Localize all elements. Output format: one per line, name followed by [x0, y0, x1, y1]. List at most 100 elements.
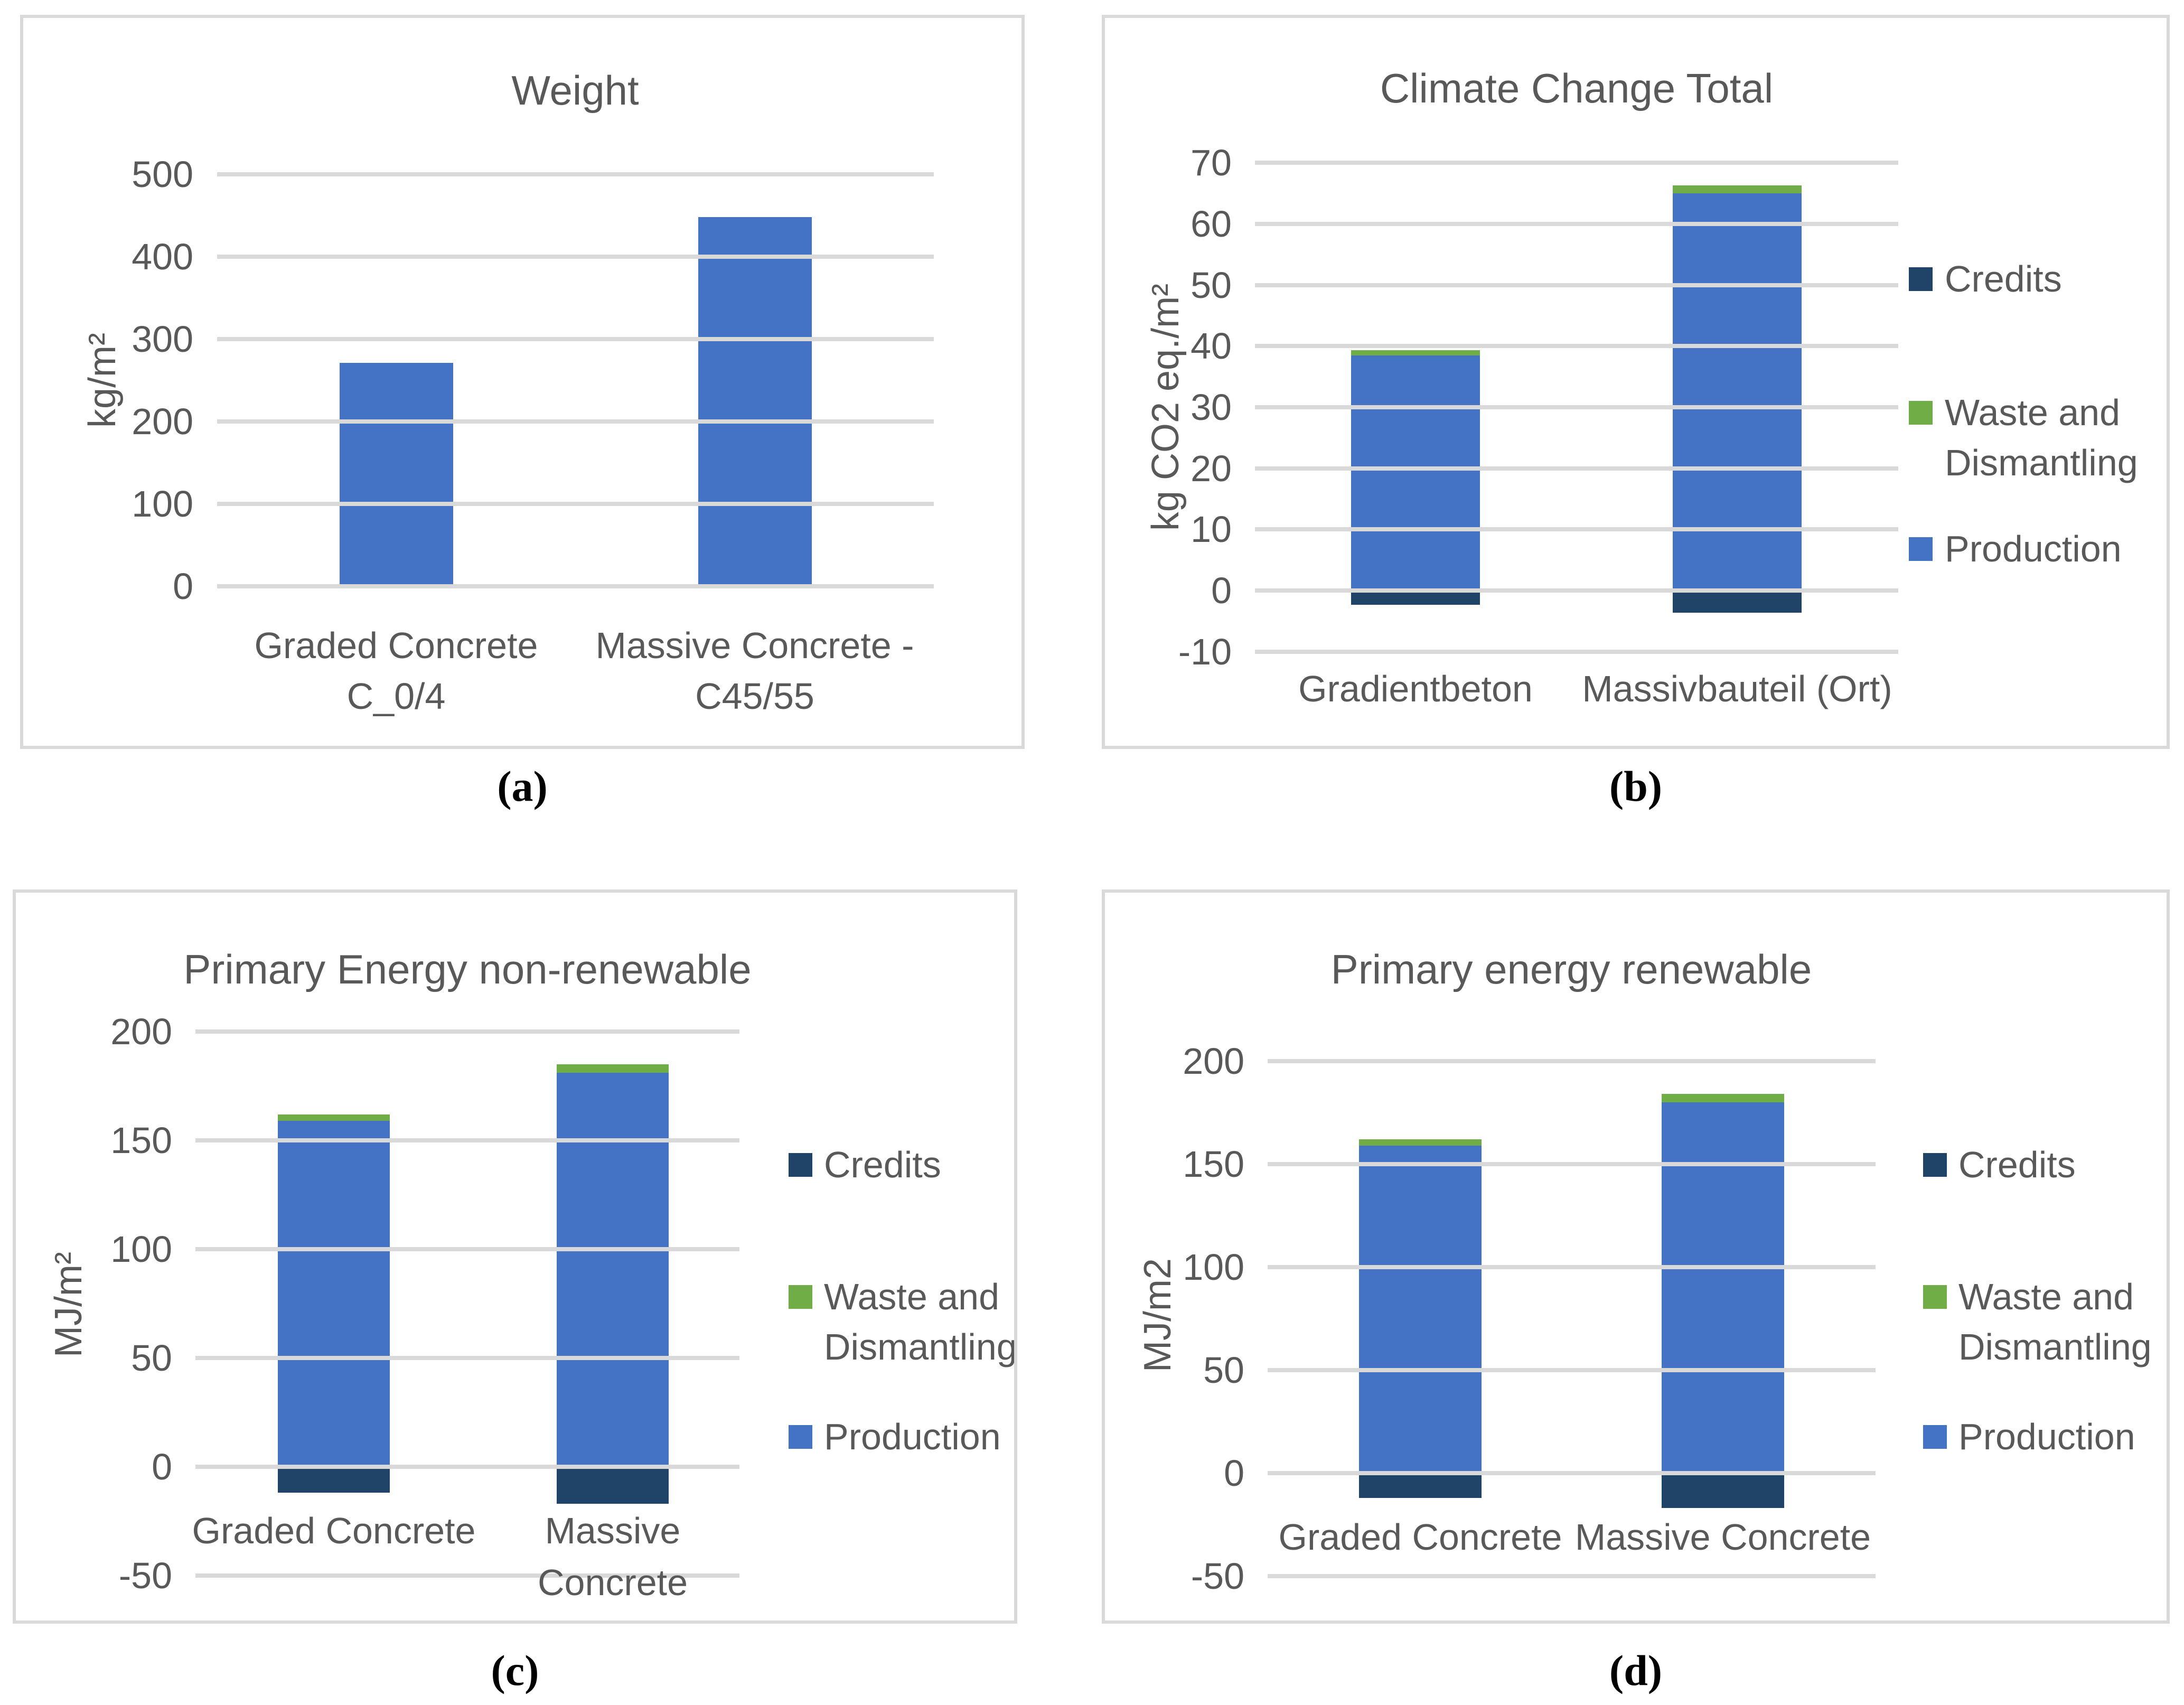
- y-axis-label: kg/m²: [81, 333, 124, 428]
- subfigure-caption-a: (a): [497, 762, 548, 810]
- legend-label-waste-and-dismantling: Dismantling: [824, 1326, 1017, 1367]
- subfigure-caption-c: (c): [491, 1646, 539, 1694]
- y-tick-label: -50: [118, 1555, 172, 1596]
- bar-segment-credits-massivbauteil-ort: [1673, 591, 1802, 613]
- y-tick-label: -10: [1178, 631, 1232, 672]
- gridline: [1255, 344, 1898, 348]
- y-tick-label: 50: [1203, 1350, 1244, 1391]
- legend-marker-production: [1909, 537, 1933, 561]
- bar-segment-production-graded-concrete: [1359, 1146, 1482, 1473]
- gridline: [1268, 1162, 1876, 1166]
- legend-label-waste-and-dismantling: Waste and: [1958, 1276, 2134, 1317]
- legend-marker-credits: [1923, 1153, 1947, 1177]
- y-tick-label: 500: [132, 154, 193, 195]
- legend-marker-credits: [1909, 267, 1933, 291]
- chart-title: Primary Energy non-renewable: [183, 946, 752, 992]
- gridline: [1255, 283, 1898, 287]
- y-tick-label: 200: [132, 401, 193, 442]
- y-tick-label: 20: [1191, 448, 1232, 489]
- gridline: [1255, 588, 1898, 593]
- y-tick-label: 100: [1183, 1247, 1244, 1288]
- bar-segment-production-massive-concrete: [1662, 1102, 1784, 1473]
- gridline: [195, 1573, 739, 1578]
- x-category-label: Graded Concrete: [192, 1510, 476, 1551]
- legend-label-waste-and-dismantling: Dismantling: [1958, 1326, 2152, 1367]
- bar-segment-waste-and-dismantling-graded-concrete: [1359, 1139, 1482, 1146]
- legend-marker-waste-and-dismantling: [1909, 401, 1933, 425]
- gridline: [1268, 1471, 1876, 1475]
- x-category-label: C_0/4: [346, 676, 446, 717]
- y-tick-label: 0: [152, 1446, 172, 1487]
- y-tick-label: 300: [132, 318, 193, 360]
- y-tick-label: 50: [131, 1337, 172, 1379]
- y-tick-label: 200: [110, 1011, 172, 1052]
- legend-marker-production: [1923, 1425, 1947, 1449]
- x-category-label: Massive Concrete: [1574, 1516, 1871, 1558]
- gridline: [1268, 1368, 1876, 1372]
- legend-label-credits: Credits: [824, 1144, 941, 1185]
- bar-segment-credits-massive: [557, 1467, 669, 1504]
- bar-massive-concrete: [698, 217, 812, 586]
- y-tick-label: 0: [1211, 570, 1232, 611]
- chart-title: Primary energy renewable: [1330, 946, 1812, 992]
- legend-marker-credits: [789, 1153, 812, 1177]
- gridline: [1255, 527, 1898, 531]
- gridline: [1255, 222, 1898, 226]
- legend-label-waste-and-dismantling: Waste and: [1945, 392, 2121, 433]
- legend-label-waste-and-dismantling: Dismantling: [1945, 442, 2138, 483]
- x-category-label: Concrete: [537, 1562, 688, 1603]
- y-tick-label: 100: [110, 1229, 172, 1270]
- legend-label-waste-and-dismantling: Waste and: [824, 1276, 1000, 1317]
- bar-segment-waste-and-dismantling-massive: [557, 1064, 669, 1073]
- x-category-label: C45/55: [695, 676, 814, 717]
- subfigure-caption-b: (b): [1609, 762, 1663, 810]
- x-category-label: Massive Concrete -: [595, 625, 914, 666]
- gridline: [217, 502, 934, 506]
- gridline: [1268, 1574, 1876, 1578]
- x-category-label: Massivbauteil (Ort): [1582, 668, 1892, 709]
- legend-marker-production: [789, 1425, 812, 1449]
- y-tick-label: 10: [1191, 509, 1232, 550]
- bar-segment-production-gradientbeton: [1351, 355, 1480, 591]
- y-tick-label: 150: [110, 1120, 172, 1161]
- bar-segment-credits-gradientbeton: [1351, 591, 1480, 605]
- gridline: [1255, 650, 1898, 654]
- gridline: [1255, 466, 1898, 471]
- gridline: [1268, 1265, 1876, 1269]
- bar-segment-waste-and-dismantling-gradientbeton: [1351, 350, 1480, 355]
- legend-label-production: Production: [1958, 1416, 2135, 1457]
- gridline: [195, 1138, 739, 1142]
- bar-segment-production-massivbauteil-ort: [1673, 193, 1802, 591]
- gridline: [195, 1465, 739, 1469]
- legend-marker-waste-and-dismantling: [1923, 1285, 1947, 1309]
- gridline: [1255, 161, 1898, 165]
- bar-segment-production-graded-concrete: [278, 1121, 390, 1467]
- gridline: [217, 337, 934, 341]
- weight-chart-panel: Weight kg/m² 500 400 300 200 100 0 Graded Concre…: [20, 15, 1025, 749]
- y-tick-label: 0: [173, 566, 193, 607]
- bar-segment-credits-graded-concrete: [278, 1467, 390, 1493]
- legend-label-production: Production: [824, 1416, 1001, 1457]
- legend-marker-waste-and-dismantling: [789, 1285, 812, 1309]
- x-category-label: Graded Concrete: [254, 625, 538, 666]
- y-tick-label: 200: [1183, 1041, 1244, 1082]
- climate-change-total-chart-panel: Climate Change Total kg CO2 eq./m² 70 60 50 4…: [1102, 15, 2170, 749]
- primary-energy-non-renewable-chart-panel: Primary Energy non-renewable MJ/m² 200 150 1…: [13, 889, 1017, 1624]
- y-tick-label: 70: [1191, 142, 1232, 183]
- gridline: [217, 419, 934, 424]
- chart-title: Weight: [511, 67, 639, 114]
- gridline: [217, 172, 934, 176]
- subfigure-caption-d: (d): [1609, 1646, 1663, 1694]
- gridline: [195, 1247, 739, 1251]
- legend-label-production: Production: [1945, 528, 2122, 569]
- gridline: [217, 584, 934, 588]
- gridline: [217, 255, 934, 259]
- y-tick-label: 100: [132, 483, 193, 524]
- bar-segment-waste-and-dismantling-massivbauteil-ort: [1673, 185, 1802, 193]
- y-tick-label: 40: [1191, 325, 1232, 367]
- y-tick-label: 400: [132, 236, 193, 277]
- y-tick-label: 30: [1191, 387, 1232, 428]
- x-category-label: Gradientbeton: [1298, 668, 1533, 709]
- bar-segment-waste-and-dismantling-massive-concrete: [1662, 1094, 1784, 1102]
